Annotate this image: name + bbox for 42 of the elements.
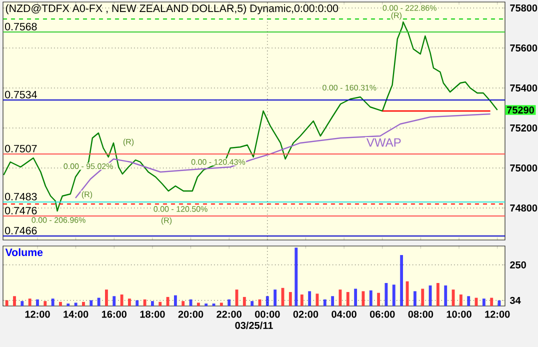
ref-line-label: 0.7466 (5, 226, 37, 234)
x-tick-label: 02:00 (293, 310, 318, 318)
ref-line-label: 0.7476 (5, 206, 37, 214)
ref-line-label: 0.7483 (5, 192, 37, 200)
y-tick-label: 75800 (510, 4, 538, 12)
chart-title: (NZD@TDFX A0-FX , NEW ZEALAND DOLLAR,5) Dynamic,0:00:0:00 (6, 4, 338, 14)
annotation: 0.00 - 160.31% (322, 84, 376, 91)
annotation: 0.00 - 95.02% (64, 163, 113, 170)
x-tick-label: 14:00 (64, 310, 88, 318)
y-tick-label: 75200 (510, 124, 538, 132)
annotation: 0.00 - 120.50% (154, 206, 208, 212)
x-tick-label: 10:00 (446, 310, 472, 318)
annotation: (R) (123, 138, 134, 146)
y-tick-label: 74800 (510, 204, 538, 212)
annotation: (R) (82, 191, 92, 199)
x-tick-label: 06:00 (370, 310, 395, 318)
chart-title: Volume (5, 248, 43, 256)
x-tick-label: 00:00 (255, 310, 280, 318)
x-tick-label: 18:00 (140, 310, 165, 318)
x-tick-label: 16:00 (102, 310, 126, 318)
x-tick-label: 08:00 (408, 310, 434, 318)
x-tick-label: 20:00 (178, 310, 204, 318)
annotation: 0.00 - 222.86% (382, 5, 436, 11)
ref-line-label: 0.7507 (5, 144, 37, 152)
x-tick-label: 12:00 (25, 310, 50, 318)
x-axis-title: 03/25/11 (235, 322, 273, 330)
x-tick-label: 04:00 (332, 310, 356, 318)
annotation: 0.00 - 206.96% (32, 217, 86, 223)
y-tick-label: 34 (510, 296, 521, 304)
x-tick-label: 12:00 (485, 310, 510, 318)
series-label: VWAP (366, 138, 401, 147)
y-tick-label: 75600 (510, 44, 538, 52)
annotation: 0.00 - 120.43% (191, 159, 246, 165)
ref-line-label: 0.7534 (5, 90, 37, 98)
x-tick-label: 22:00 (216, 310, 242, 318)
y-tick-label: 250 (510, 261, 526, 268)
annotation: (R) (161, 217, 172, 225)
y-tick-label: 75000 (510, 164, 538, 172)
annotation: (R) (391, 12, 402, 20)
y-tick-label: 75400 (510, 84, 538, 92)
data-label: 75290 (507, 106, 534, 114)
ref-line-label: 0.7568 (5, 22, 37, 30)
